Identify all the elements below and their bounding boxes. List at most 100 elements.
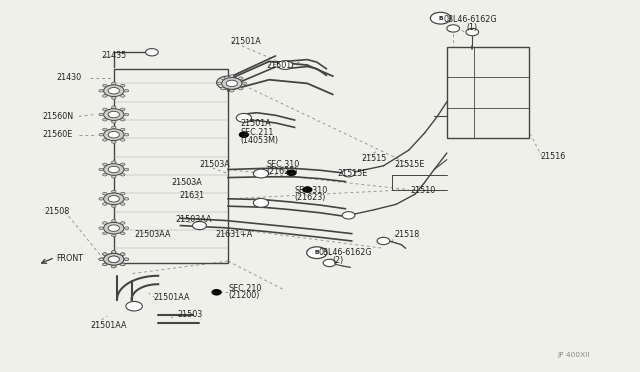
Text: 21631+A: 21631+A [215,230,253,239]
Circle shape [253,198,269,207]
Circle shape [102,253,107,256]
Circle shape [120,118,125,121]
Circle shape [120,108,125,110]
Circle shape [126,301,142,311]
Circle shape [278,61,292,70]
Circle shape [221,87,225,90]
Circle shape [120,203,125,205]
Circle shape [124,113,129,116]
Circle shape [120,192,125,195]
Text: 21503: 21503 [177,311,202,320]
Circle shape [102,84,107,87]
Circle shape [108,225,120,231]
Circle shape [243,82,247,85]
Circle shape [124,227,129,230]
Circle shape [102,118,107,121]
Text: 21518: 21518 [395,230,420,239]
Text: 21503A: 21503A [171,178,202,187]
Text: 21560N: 21560N [43,112,74,121]
Circle shape [99,134,103,136]
Circle shape [108,196,120,202]
Circle shape [102,192,107,195]
Circle shape [102,203,107,205]
Circle shape [217,82,221,85]
Circle shape [236,113,252,122]
Circle shape [120,232,125,235]
Circle shape [120,263,125,266]
Circle shape [111,219,116,222]
Circle shape [111,234,116,237]
Text: B: B [438,16,443,21]
Circle shape [111,265,116,268]
Circle shape [120,84,125,87]
Circle shape [102,108,107,110]
Circle shape [102,222,107,224]
Circle shape [377,237,390,245]
Circle shape [124,258,129,260]
Circle shape [145,49,158,56]
Text: FRONT: FRONT [57,254,84,263]
Circle shape [120,253,125,256]
Circle shape [111,251,116,253]
Circle shape [120,139,125,141]
Circle shape [239,132,248,137]
Circle shape [111,126,116,129]
Circle shape [99,198,103,200]
Circle shape [102,253,107,256]
Circle shape [102,128,107,131]
Circle shape [120,173,125,176]
Text: 21510: 21510 [411,186,436,195]
Circle shape [102,173,107,176]
Circle shape [104,129,124,141]
Circle shape [102,232,107,235]
Circle shape [111,82,116,85]
Text: 08L46-6162G: 08L46-6162G [444,15,497,24]
Text: (21623): (21623) [294,193,326,202]
Circle shape [120,163,125,166]
Circle shape [111,251,116,253]
Circle shape [342,170,355,177]
Circle shape [342,212,355,219]
Circle shape [104,85,124,97]
Text: 21508: 21508 [44,207,69,216]
Circle shape [124,134,129,136]
Text: 21435: 21435 [101,51,126,60]
Text: 21515E: 21515E [337,169,367,178]
Circle shape [120,253,125,256]
Circle shape [287,170,296,175]
Circle shape [430,12,451,24]
Text: (14053M): (14053M) [241,136,279,145]
Circle shape [111,106,116,109]
Circle shape [230,89,234,92]
Text: 21501A: 21501A [230,37,260,46]
Circle shape [102,94,107,97]
Circle shape [108,87,120,94]
Circle shape [108,131,120,138]
Text: JP 400XII: JP 400XII [557,352,590,358]
Text: 21501: 21501 [266,61,291,70]
Text: SEC.310: SEC.310 [294,186,328,195]
Circle shape [99,89,103,92]
Circle shape [124,198,129,200]
Circle shape [108,256,120,263]
Circle shape [99,168,103,171]
Circle shape [99,258,103,260]
Circle shape [108,166,120,173]
Circle shape [230,75,234,77]
Text: 21631: 21631 [179,191,204,200]
Circle shape [99,227,103,230]
Text: (1): (1) [466,23,477,32]
Circle shape [323,259,336,267]
Circle shape [99,258,103,260]
Circle shape [108,256,120,263]
Text: 08L46-6162G: 08L46-6162G [319,248,372,257]
Circle shape [221,77,225,80]
Text: 21515E: 21515E [395,160,425,169]
Circle shape [447,25,460,32]
Text: (21200): (21200) [228,291,259,301]
Circle shape [466,28,479,36]
Circle shape [253,169,269,178]
Circle shape [120,94,125,97]
Circle shape [221,77,242,89]
Text: B: B [315,250,319,255]
